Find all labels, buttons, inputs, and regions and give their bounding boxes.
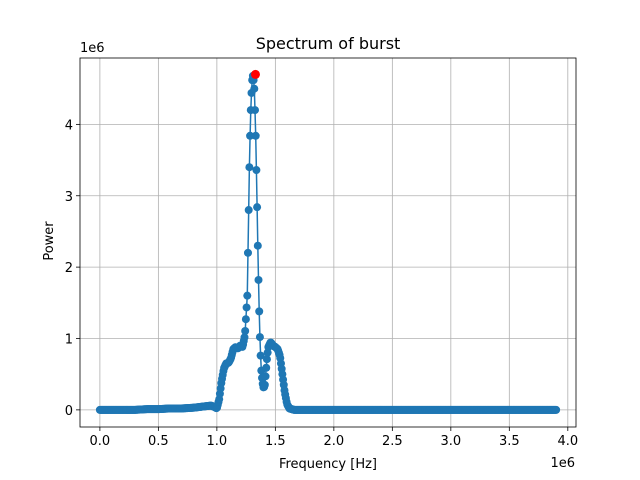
x-tick-label: 3.5 [499, 434, 520, 449]
grid-layer [80, 58, 576, 427]
x-tick-label: 2.0 [324, 434, 345, 449]
x-tick-label: 3.0 [440, 434, 461, 449]
y-tick-label: 0 [65, 404, 73, 419]
x-tick-label: 0.5 [148, 434, 169, 449]
data-point [253, 203, 262, 212]
y-tick-label: 3 [65, 190, 73, 205]
x-tick-label: 2.5 [382, 434, 403, 449]
x-tick-label: 0.0 [90, 434, 111, 449]
x-offset-label: 1e6 [550, 456, 575, 471]
data-point [260, 380, 269, 389]
data-point [246, 131, 255, 140]
data-point [242, 303, 251, 312]
x-tick-label: 4.0 [557, 434, 578, 449]
data-point [241, 315, 250, 324]
data-point [250, 84, 259, 93]
data-point [255, 333, 264, 342]
chart-title: Spectrum of burst [256, 34, 401, 53]
y-axis-label: Power [42, 221, 57, 261]
y-tick-label: 2 [65, 261, 73, 276]
series-line [99, 75, 557, 411]
data-point [243, 248, 252, 257]
peak-point [250, 69, 260, 79]
data-point [251, 131, 260, 140]
series-layer [95, 69, 561, 414]
y-tick-label: 4 [65, 118, 73, 133]
x-tick-label: 1.0 [207, 434, 228, 449]
data-point [241, 327, 250, 335]
data-point [262, 355, 271, 364]
data-point [261, 372, 270, 381]
axes-layer: 0.0 0.5 1.0 1.5 2.0 2.5 3.0 3.5 4.0 0 1 2 3 4 [65, 57, 578, 449]
data-point [253, 241, 262, 250]
data-point [252, 166, 261, 175]
data-point [244, 206, 253, 215]
y-offset-label: 1e6 [80, 41, 105, 56]
data-point [245, 163, 254, 172]
x-axis-label: Frequency [Hz] [279, 457, 377, 472]
data-point [240, 333, 249, 342]
data-point [552, 405, 561, 414]
x-tick-label: 1.5 [265, 434, 286, 449]
plot-frame [79, 57, 577, 428]
data-point [243, 291, 252, 300]
data-point [254, 275, 263, 284]
data-point [262, 363, 271, 372]
data-point [256, 351, 265, 360]
data-point [251, 106, 259, 115]
y-tick-label: 1 [65, 332, 73, 347]
data-point [255, 307, 264, 316]
